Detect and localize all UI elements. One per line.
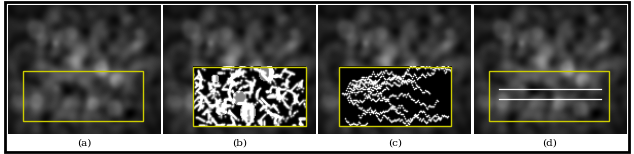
Text: (a): (a) <box>77 139 91 148</box>
Text: (b): (b) <box>232 139 247 148</box>
Bar <box>339 67 451 126</box>
Text: (d): (d) <box>543 139 557 148</box>
Bar <box>489 71 609 121</box>
Bar <box>193 67 306 126</box>
Text: (c): (c) <box>387 139 402 148</box>
Bar <box>23 71 143 121</box>
